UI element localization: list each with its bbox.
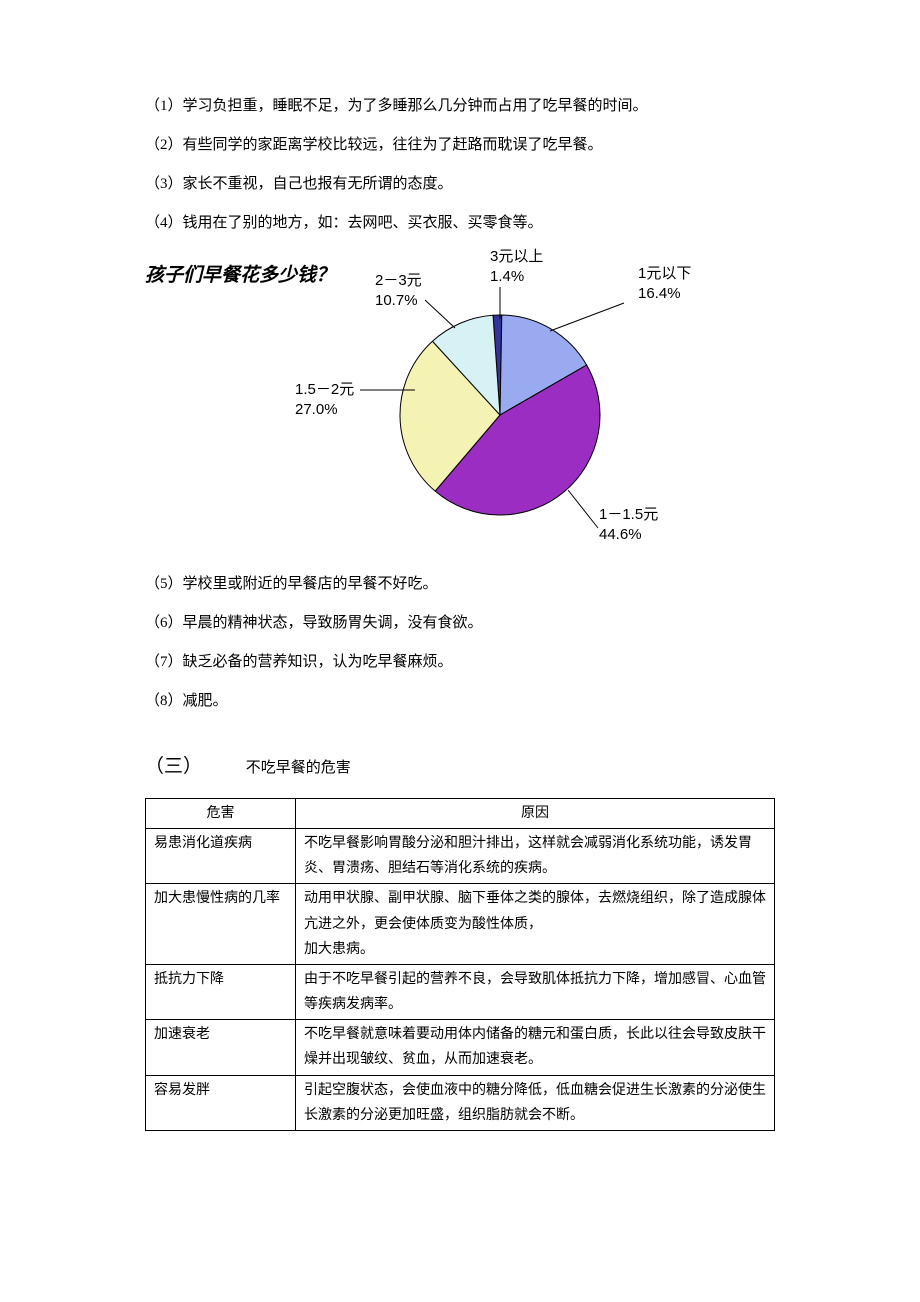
table-header-reason: 原因 <box>296 798 775 828</box>
table-header-harm: 危害 <box>146 798 296 828</box>
table-row: 危害 原因 <box>146 798 775 828</box>
section-number: （三） <box>145 756 242 777</box>
para-2: （2）有些同学的家距离学校比较远，往往为了赶路而耽误了吃早餐。 <box>145 129 775 162</box>
table-cell-harm: 加速衰老 <box>146 1020 296 1075</box>
table-cell-harm: 加大患慢性病的几率 <box>146 884 296 965</box>
table-cell-reason: 引起空腹状态，会使血液中的糖分降低，低血糖会促进生长激素的分泌使生长激素的分泌更… <box>296 1075 775 1130</box>
para-8: （8）减肥。 <box>145 685 775 718</box>
table-cell-reason: 不吃早餐就意味着要动用体内储备的糖元和蛋白质，长此以往会导致皮肤干燥并出现皱纹、… <box>296 1020 775 1075</box>
pie-label: 2－3元10.7% <box>375 271 422 310</box>
table-row: 易患消化道疾病不吃早餐影响胃酸分泌和胆汁排出，这样就会减弱消化系统功能，诱发胃炎… <box>146 828 775 883</box>
section-title: 不吃早餐的危害 <box>246 760 351 776</box>
table-cell-reason: 由于不吃早餐引起的营养不良，会导致肌体抵抗力下降，增加感冒、心血管等疾病发病率。 <box>296 964 775 1019</box>
leader-line <box>550 303 624 331</box>
harm-table: 危害 原因 易患消化道疾病不吃早餐影响胃酸分泌和胆汁排出，这样就会减弱消化系统功… <box>145 798 775 1131</box>
table-cell-reason: 不吃早餐影响胃酸分泌和胆汁排出，这样就会减弱消化系统功能，诱发胃炎、胃溃疡、胆结… <box>296 828 775 883</box>
table-cell-harm: 抵抗力下降 <box>146 964 296 1019</box>
table-row: 抵抗力下降由于不吃早餐引起的营养不良，会导致肌体抵抗力下降，增加感冒、心血管等疾… <box>146 964 775 1019</box>
pie-label: 1元以下16.4% <box>638 264 691 303</box>
para-6: （6）早晨的精神状态，导致肠胃失调，没有食欲。 <box>145 607 775 640</box>
pie-label: 3元以上1.4% <box>490 247 543 286</box>
table-cell-harm: 易患消化道疾病 <box>146 828 296 883</box>
pie-chart-region: 孩子们早餐花多少钱？ 3元以上1.4% 1元以下16.4% 1－1.5元44.6% 1… <box>145 250 775 550</box>
table-cell-harm: 容易发胖 <box>146 1075 296 1130</box>
para-1: （1）学习负担重，睡眠不足，为了多睡那么几分钟而占用了吃早餐的时间。 <box>145 90 775 123</box>
section-heading: （三） 不吃早餐的危害 <box>145 746 775 788</box>
leader-line <box>425 300 455 328</box>
table-row: 加速衰老不吃早餐就意味着要动用体内储备的糖元和蛋白质，长此以往会导致皮肤干燥并出… <box>146 1020 775 1075</box>
para-7: （7）缺乏必备的营养知识，认为吃早餐麻烦。 <box>145 646 775 679</box>
pie-label: 1.5－2元27.0% <box>295 380 354 419</box>
table-cell-reason: 动用甲状腺、副甲状腺、脑下垂体之类的腺体，去燃烧组织，除了造成腺体亢进之外，更会… <box>296 884 775 965</box>
leader-line <box>568 490 598 528</box>
table-row: 容易发胖引起空腹状态，会使血液中的糖分降低，低血糖会促进生长激素的分泌使生长激素… <box>146 1075 775 1130</box>
para-4: （4）钱用在了别的地方，如：去网吧、买衣服、买零食等。 <box>145 207 775 240</box>
chart-title: 孩子们早餐花多少钱？ <box>145 255 335 297</box>
para-3: （3）家长不重视，自己也报有无所谓的态度。 <box>145 168 775 201</box>
table-row: 加大患慢性病的几率动用甲状腺、副甲状腺、脑下垂体之类的腺体，去燃烧组织，除了造成… <box>146 884 775 965</box>
pie-label: 1－1.5元44.6% <box>599 505 658 544</box>
